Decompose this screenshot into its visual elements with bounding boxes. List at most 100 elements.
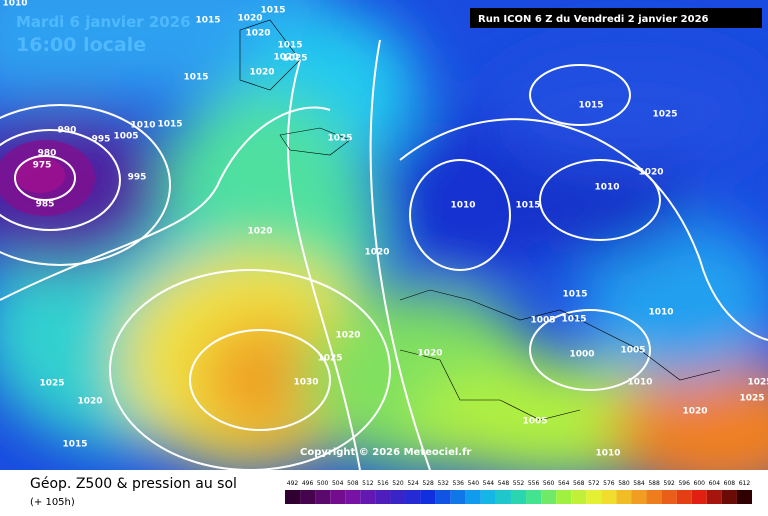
scale-label: 504 [332, 480, 344, 487]
scale-swatch [495, 490, 511, 504]
scale-swatch [300, 490, 316, 504]
scale-label: 592 [663, 480, 675, 487]
scale-label: 588 [648, 480, 660, 487]
scale-swatch [285, 490, 301, 504]
scale-swatch [435, 490, 451, 504]
scale-swatch [345, 490, 361, 504]
copyright: Copyright © 2026 Meteociel.fr [300, 447, 471, 458]
isobar-label: 1010 [595, 449, 620, 459]
isobar-label: 1005 [113, 132, 138, 142]
time-label: 16:00 locale [16, 34, 146, 56]
scale-label: 508 [347, 480, 359, 487]
isobar-label: 1020 [249, 68, 274, 78]
scale-swatch [631, 490, 647, 504]
scale-swatch [736, 490, 752, 504]
isobar-label: 1020 [237, 14, 262, 24]
scale-label: 600 [694, 480, 706, 487]
isobar-label: 1015 [561, 315, 586, 325]
isobars [0, 39, 768, 471]
isobar-label: 1010 [2, 0, 27, 9]
scale-swatch [330, 490, 346, 504]
scale-label: 544 [483, 480, 495, 487]
run-box [470, 8, 762, 28]
isobar-label: 1020 [364, 248, 389, 258]
isobar-label: 985 [36, 200, 55, 210]
isobar-label: 1025 [317, 354, 342, 364]
scale-swatch [315, 490, 331, 504]
scale-label: 572 [588, 480, 600, 487]
scale-label: 532 [437, 480, 449, 487]
isobar-label: 1015 [157, 120, 182, 130]
isobar-label: 1020 [682, 407, 707, 417]
scale-label: 540 [468, 480, 480, 487]
scale-swatch [510, 490, 527, 504]
isobar-label: 1020 [335, 331, 360, 341]
coastlines [239, 19, 721, 421]
scale-swatch [526, 490, 542, 504]
isobar-label: 1025 [327, 134, 352, 144]
field [0, 0, 768, 500]
scale-swatch [586, 490, 602, 504]
scale-label: 500 [317, 480, 329, 487]
scale-swatch [360, 490, 376, 504]
isobar-label: 1025 [652, 110, 677, 120]
date-label: Mardi 6 janvier 2026 [16, 13, 191, 31]
isobar-label: 1010 [648, 308, 673, 318]
isobar-label: 1025 [282, 54, 307, 64]
isobar-label: 1005 [522, 417, 547, 427]
scale-label: 536 [453, 480, 465, 487]
scale-swatch [420, 490, 436, 504]
scale-label: 604 [709, 480, 721, 487]
isobar-label: 1025 [739, 394, 764, 404]
scale-swatch [465, 490, 481, 504]
isobar-label: 1020 [245, 29, 270, 39]
isobar-label: 1005 [530, 316, 555, 326]
scale-label: 556 [528, 480, 540, 487]
isobar-label: 1015 [183, 73, 208, 83]
isobar-label: 995 [128, 173, 147, 183]
scale-label: 560 [543, 480, 555, 487]
scale-label: 564 [558, 480, 570, 487]
scale-label: 496 [302, 480, 314, 487]
scale-label: 516 [377, 480, 389, 487]
scale-swatch [706, 490, 722, 504]
isobar-label: 1020 [273, 53, 298, 63]
scale-swatch [601, 490, 617, 504]
isobar-label: 1010 [130, 121, 155, 131]
scale-label: 580 [618, 480, 630, 487]
scale-swatch [676, 490, 692, 504]
isobar-label: 1010 [450, 201, 475, 211]
isobar-label: 1020 [77, 397, 102, 407]
isobar-label: 1025 [39, 379, 64, 389]
isobar-label: 1025 [747, 378, 768, 388]
isobar-label: 990 [58, 126, 77, 136]
scale-swatch [571, 490, 587, 504]
scale-swatch [646, 490, 662, 504]
isobar-label: 1030 [293, 378, 318, 388]
isobar-label: 1020 [638, 168, 663, 178]
isobar-label: 1015 [562, 290, 587, 300]
scale-swatch [616, 490, 632, 504]
isobar-label: 1015 [260, 6, 285, 16]
run-label: Run ICON 6 Z du Vendredi 2 janvier 2026 [478, 14, 709, 25]
scale-swatch [661, 490, 677, 504]
isobar-label: 1015 [515, 201, 540, 211]
scale-label: 584 [633, 480, 645, 487]
scale-swatch [390, 490, 406, 504]
scale-swatch [691, 490, 707, 504]
scale-label: 528 [422, 480, 434, 487]
scale-swatch [405, 490, 421, 504]
isobar-label: 1010 [627, 378, 652, 388]
scale-label: 568 [573, 480, 585, 487]
isobar-label: 1015 [195, 16, 220, 26]
isobar-label: 1010 [594, 183, 619, 193]
isobar-label: 1000 [569, 350, 594, 360]
isobar-label: 1005 [620, 346, 645, 356]
scale-swatch [721, 490, 737, 504]
scale-label: 512 [362, 480, 374, 487]
isobar-label: 1020 [247, 227, 272, 237]
isobar-label: 1015 [277, 41, 302, 51]
scale-label: 548 [498, 480, 510, 487]
scale-swatch [541, 490, 557, 504]
